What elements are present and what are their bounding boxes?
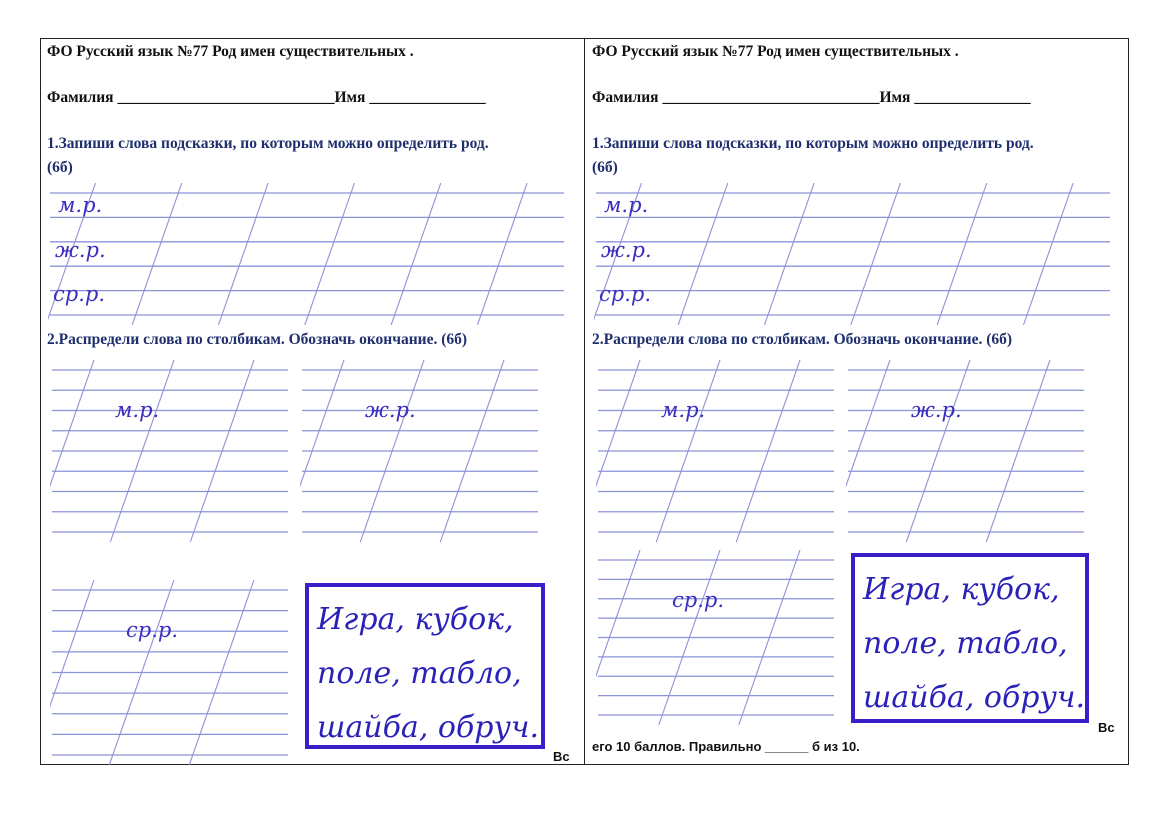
- column-neuter[interactable]: [50, 580, 290, 765]
- label-masculine: м.р.: [58, 193, 103, 217]
- label-feminine: ж.р.: [55, 238, 106, 262]
- name-line[interactable]: Фамилия ____________________________Имя …: [592, 89, 1031, 106]
- slant-line: [189, 360, 255, 542]
- column-feminine[interactable]: [300, 360, 540, 542]
- column-label-neuter: ср.р.: [672, 588, 724, 612]
- column-label-masculine: м.р.: [661, 398, 706, 422]
- task2-text: 2.Распредели слова по столбикам. Обознач…: [592, 331, 1013, 348]
- slant-line: [217, 183, 269, 325]
- label-masculine: м.р.: [604, 193, 649, 217]
- column-label-feminine: ж.р.: [911, 398, 962, 422]
- word-line: Игра, кубок,: [863, 572, 1060, 607]
- column-divider: [584, 38, 585, 765]
- word-line: поле, табло,: [317, 656, 522, 691]
- worksheet-title: ФО Русский язык №77 Род имен существител…: [47, 43, 414, 60]
- column-label-feminine: ж.р.: [365, 398, 416, 422]
- name-line[interactable]: Фамилия ____________________________Имя …: [47, 89, 486, 106]
- slant-line: [846, 360, 891, 488]
- column-masculine[interactable]: [596, 360, 836, 542]
- task1-points: (6б): [47, 159, 73, 176]
- slant-line: [439, 360, 505, 542]
- column-label-neuter: ср.р.: [126, 618, 178, 642]
- slant-line: [390, 183, 442, 325]
- score-line: его 10 баллов. Правильно ______ б из 10.: [592, 739, 860, 754]
- label-neuter: ср.р.: [53, 282, 105, 306]
- worksheet-title: ФО Русский язык №77 Род имен существител…: [592, 43, 959, 60]
- word-line: поле, табло,: [863, 626, 1068, 661]
- slant-line: [658, 550, 721, 725]
- slant-line: [594, 183, 643, 321]
- column-masculine[interactable]: [50, 360, 290, 542]
- slant-line: [50, 580, 95, 708]
- slant-line: [188, 580, 255, 765]
- ruled-area-task1[interactable]: [594, 183, 1112, 325]
- slant-line: [905, 360, 971, 542]
- task1-points: (6б): [592, 159, 618, 176]
- slant-line: [108, 580, 175, 765]
- slant-line: [655, 360, 721, 542]
- slant-line: [850, 183, 902, 325]
- column-neuter[interactable]: [596, 550, 836, 725]
- slant-line: [677, 183, 729, 325]
- slant-line: [359, 360, 425, 542]
- word-line: шайба, обруч.: [863, 680, 1086, 715]
- word-box: Игра, кубок, поле, табло, шайба, обруч.: [305, 583, 545, 749]
- word-box: Игра, кубок, поле, табло, шайба, обруч.: [851, 553, 1089, 723]
- slant-line: [50, 360, 95, 488]
- task2-text: 2.Распредели слова по столбикам. Обознач…: [47, 331, 468, 348]
- task1-text: 1.Запиши слова подсказки, по которым мож…: [47, 135, 489, 152]
- slant-line: [738, 550, 801, 725]
- slant-line: [1022, 183, 1074, 325]
- footer-fragment: Вс: [553, 749, 570, 764]
- slant-line: [596, 550, 641, 678]
- slant-line: [763, 183, 815, 325]
- slant-line: [304, 183, 356, 325]
- slant-line: [109, 360, 175, 542]
- slant-line: [596, 360, 641, 488]
- slant-line: [985, 360, 1051, 542]
- slant-line: [735, 360, 801, 542]
- slant-line: [131, 183, 183, 325]
- word-line: Игра, кубок,: [317, 602, 514, 637]
- column-label-masculine: м.р.: [115, 398, 160, 422]
- slant-line: [476, 183, 528, 325]
- task1-text: 1.Запиши слова подсказки, по которым мож…: [592, 135, 1034, 152]
- column-feminine[interactable]: [846, 360, 1086, 542]
- footer-fragment: Вс: [1098, 720, 1115, 735]
- slant-line: [48, 183, 97, 321]
- word-line: шайба, обруч.: [317, 710, 540, 745]
- label-feminine: ж.р.: [601, 238, 652, 262]
- slant-line: [936, 183, 988, 325]
- label-neuter: ср.р.: [599, 282, 651, 306]
- slant-line: [300, 360, 345, 488]
- ruled-area-task1[interactable]: [48, 183, 566, 325]
